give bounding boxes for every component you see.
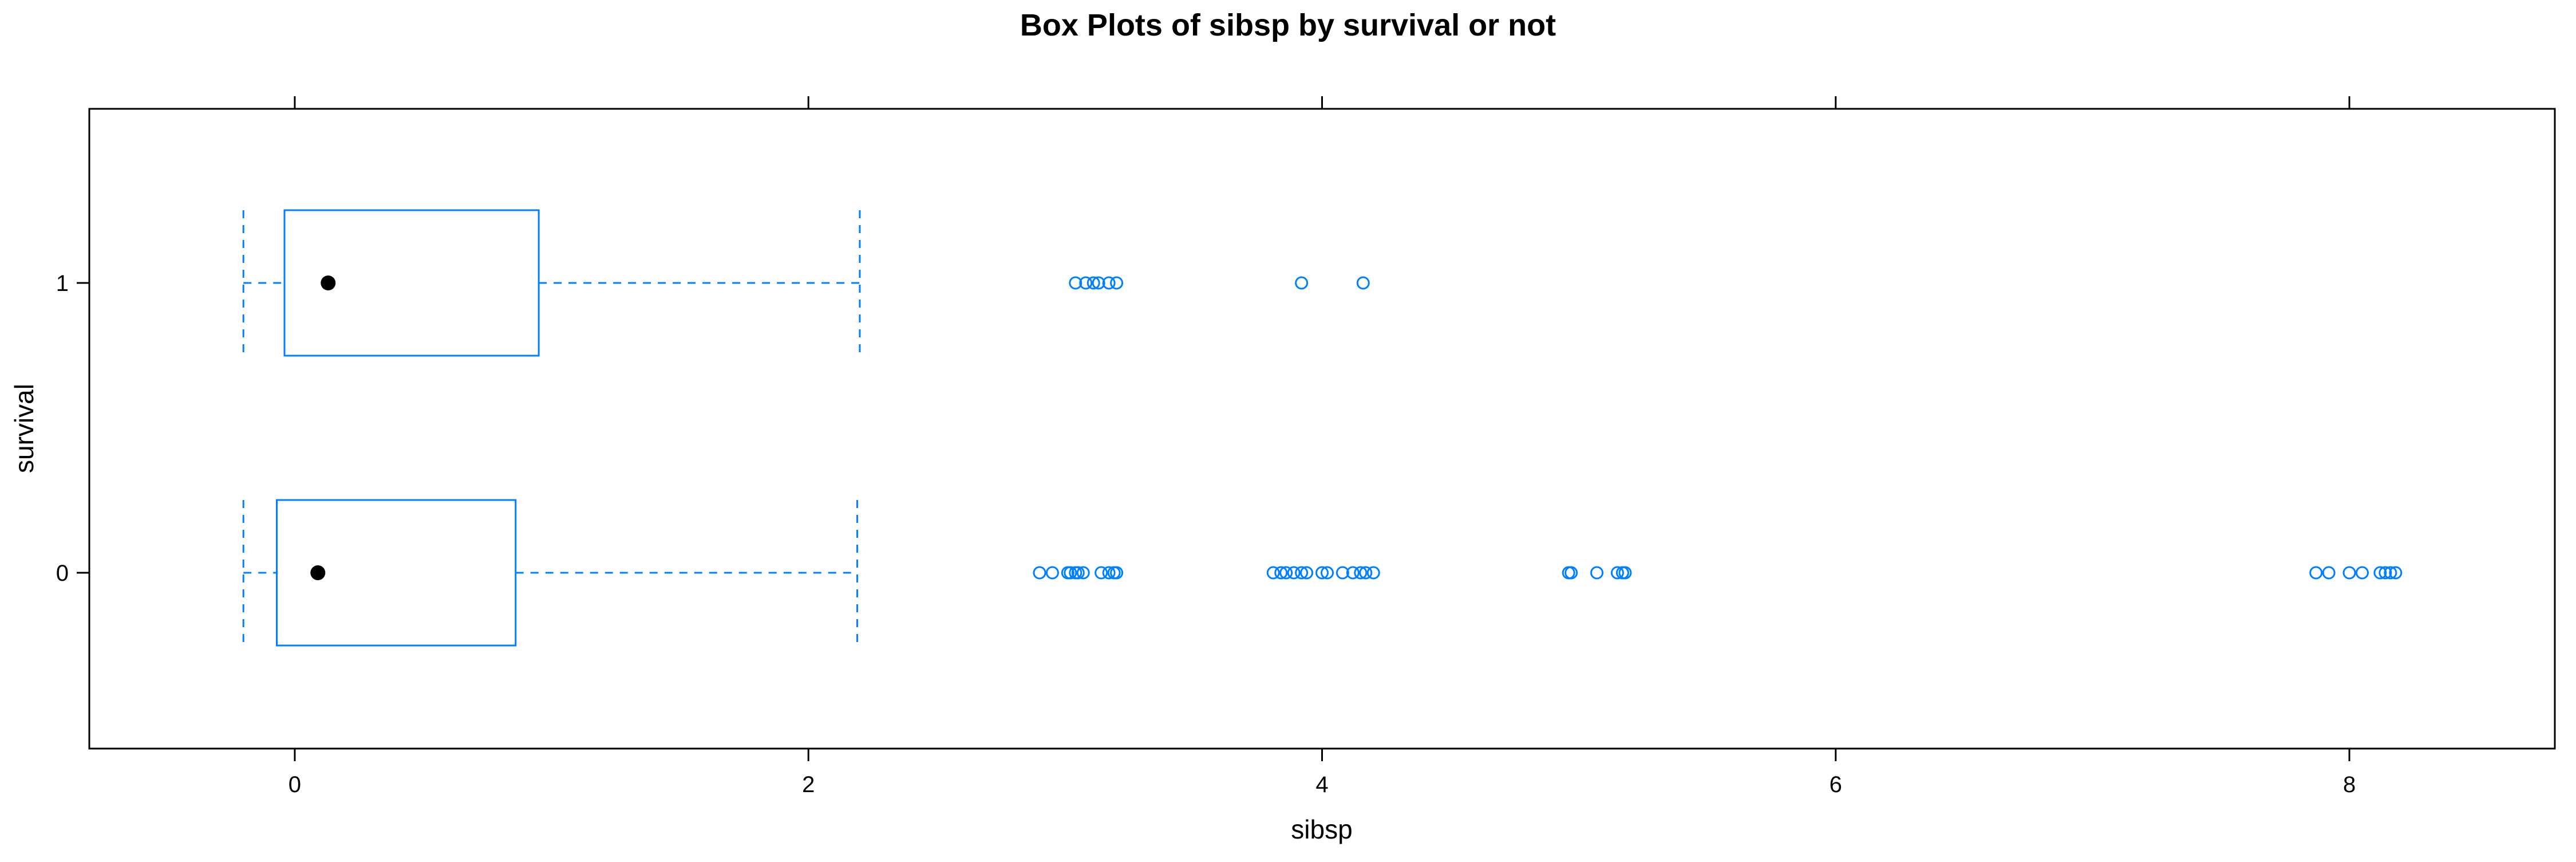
outlier-point <box>1092 276 1105 290</box>
box <box>283 209 540 357</box>
outlier-point <box>1071 566 1085 580</box>
outlier-point <box>1610 566 1624 580</box>
outlier-point <box>1110 276 1124 290</box>
outlier-point <box>2309 566 2323 580</box>
outlier-point <box>1336 566 1349 580</box>
y-axis: 01 <box>56 271 89 586</box>
outlier-point <box>1354 566 1368 580</box>
outlier-point <box>1320 566 1334 580</box>
outlier-point <box>2389 566 2403 580</box>
outlier-point <box>1095 566 1108 580</box>
outlier-point <box>2384 566 2397 580</box>
outlier-point <box>2322 566 2336 580</box>
x-tick-label: 6 <box>1830 772 1842 797</box>
top-axis <box>294 96 2350 109</box>
outlier-point <box>1618 566 1632 580</box>
outlier-point <box>1295 566 1309 580</box>
y-tick-label: 0 <box>56 561 69 586</box>
outlier-point <box>1086 276 1100 290</box>
chart-title: Box Plots of sibsp by survival or not <box>1020 8 1556 42</box>
outlier-point <box>1064 566 1077 580</box>
outlier-point <box>1102 276 1116 290</box>
outlier-point <box>1076 566 1090 580</box>
outlier-point <box>1346 566 1360 580</box>
outlier-point <box>1266 566 1280 580</box>
outlier-point <box>1279 566 1293 580</box>
outlier-point <box>1300 566 1314 580</box>
outlier-point <box>1590 566 1604 580</box>
x-tick-label: 2 <box>802 772 815 797</box>
y-tick-label: 1 <box>56 271 69 296</box>
outlier-point <box>2379 566 2392 580</box>
outlier-point <box>1356 276 1370 290</box>
outlier-point <box>1274 566 1288 580</box>
outlier-point <box>1564 566 1578 580</box>
outlier-point <box>1366 566 1380 580</box>
x-axis: 0 2 4 6 8 <box>289 749 2356 797</box>
box <box>276 499 517 647</box>
x-tick-label: 8 <box>2343 772 2356 797</box>
x-tick-label: 0 <box>289 772 301 797</box>
outlier-point <box>1315 566 1329 580</box>
box-group-0 <box>242 499 2403 647</box>
box-group-1 <box>242 209 1370 357</box>
outlier-point <box>1045 566 1059 580</box>
plot-area <box>88 108 2556 750</box>
outlier-point <box>1069 276 1082 290</box>
median-dot <box>310 565 326 580</box>
median-dot <box>321 275 336 290</box>
outlier-point <box>1102 566 1116 580</box>
x-axis-label: sibsp <box>1291 814 1352 844</box>
outlier-point <box>2342 566 2356 580</box>
outlier-point <box>1295 276 1309 290</box>
outlier-point <box>1359 566 1373 580</box>
y-axis-label: survival <box>9 384 39 473</box>
outlier-point <box>2356 566 2369 580</box>
x-tick-label: 4 <box>1315 772 1328 797</box>
outlier-point <box>1287 566 1301 580</box>
outlier-point <box>2373 566 2387 580</box>
outlier-point <box>1079 276 1093 290</box>
outlier-point <box>1033 566 1046 580</box>
box-plots <box>242 209 2403 647</box>
outlier-point <box>1110 566 1124 580</box>
